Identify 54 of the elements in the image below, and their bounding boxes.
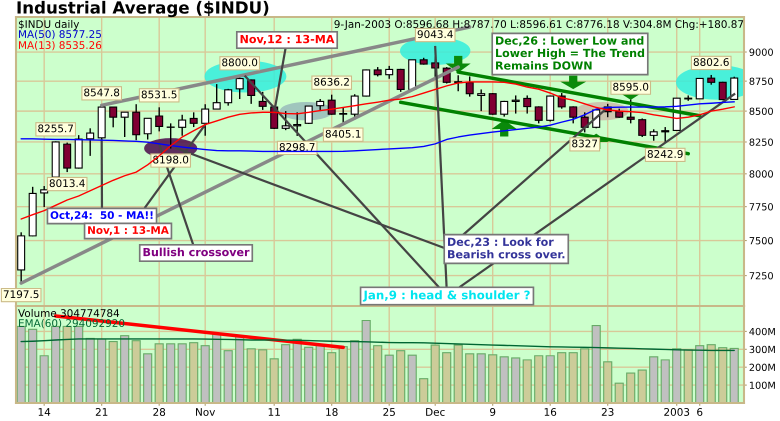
x-tick-label: 21	[96, 408, 108, 416]
x-tick-label: 25	[383, 408, 395, 416]
x-tick-label: 11	[268, 408, 280, 416]
x-tick-label: 23	[602, 408, 614, 416]
y-tick-label: 100M	[750, 382, 775, 389]
annotation: 8255.7	[38, 124, 74, 132]
annotation: Nov,12 : 13-MA	[240, 34, 334, 45]
annotation: 9-Jan-2003 O:8596.68 H:8787.70 L:8596.61 C:8776.18 V:304.8M Chg:+180.87	[334, 20, 744, 30]
chart-title: Industrial Average ($INDU)	[18, 0, 268, 18]
annotation: 8242.9	[648, 150, 683, 158]
annotation: 8013.4	[50, 179, 85, 188]
annotation: MA(13) 8535.26	[19, 40, 102, 50]
annotation: 8405.1	[326, 130, 360, 138]
y-tick-label: 7500	[750, 237, 773, 244]
annotation: $INDU daily	[18, 20, 80, 30]
annotation: 8198.0	[153, 156, 188, 164]
annotation: 8547.8	[84, 88, 120, 96]
annotation: Oct,24: 50 - MA!!	[50, 211, 152, 220]
y-tick-label: 8500	[750, 108, 773, 115]
annotation: 7197.5	[4, 290, 38, 298]
y-tick-label: 9000	[749, 48, 773, 56]
y-tick-label: 8250	[750, 138, 773, 146]
annotation: MA(50) 8577.25	[19, 30, 101, 40]
annotation: 8802.6	[694, 58, 729, 66]
x-tick-label: 18	[326, 408, 338, 416]
annotation: Jan,9 : head & shoulder ?	[362, 290, 530, 302]
annotation: Bullish crossover	[144, 248, 250, 256]
x-tick-label: 14	[38, 408, 50, 416]
y-tick-label: 200M	[750, 364, 775, 372]
annotation: Volume 304774784	[18, 308, 120, 318]
x-tick-label: 6	[697, 408, 702, 416]
annotation: Dec,23 : Look for Bearish cross over.	[448, 237, 564, 258]
annotation: Nov,1 : 13-MA	[88, 226, 169, 236]
y-tick-label: 8000	[750, 170, 773, 178]
annotation: 8298.7	[280, 143, 315, 151]
y-tick-label: 400M	[749, 328, 775, 336]
y-tick-label: 7750	[750, 203, 773, 210]
y-tick-label: 7250	[750, 272, 773, 280]
x-tick-label: 28	[153, 408, 166, 416]
annotation: 8800.0	[222, 58, 258, 66]
annotation: 8636.2	[314, 78, 349, 86]
x-tick-label: 2003	[664, 408, 690, 416]
x-tick-label: 9	[490, 408, 496, 416]
annotation: 8595.0	[613, 82, 648, 91]
annotation: Dec,26 : Lower Low and Lower High = The Trend Remains DOWN	[496, 36, 644, 70]
y-tick-label: 300M	[750, 346, 775, 354]
y-tick-label: 8750	[750, 78, 773, 85]
x-tick-label: Dec	[426, 408, 445, 416]
annotation: 8531.5	[142, 90, 176, 98]
x-tick-label: 16	[544, 408, 556, 416]
annotation: 8327	[572, 140, 598, 148]
x-tick-label: Nov	[196, 408, 216, 416]
annotation: 9043.4	[418, 30, 453, 38]
annotation: EMA(60) 294092920	[19, 318, 124, 328]
